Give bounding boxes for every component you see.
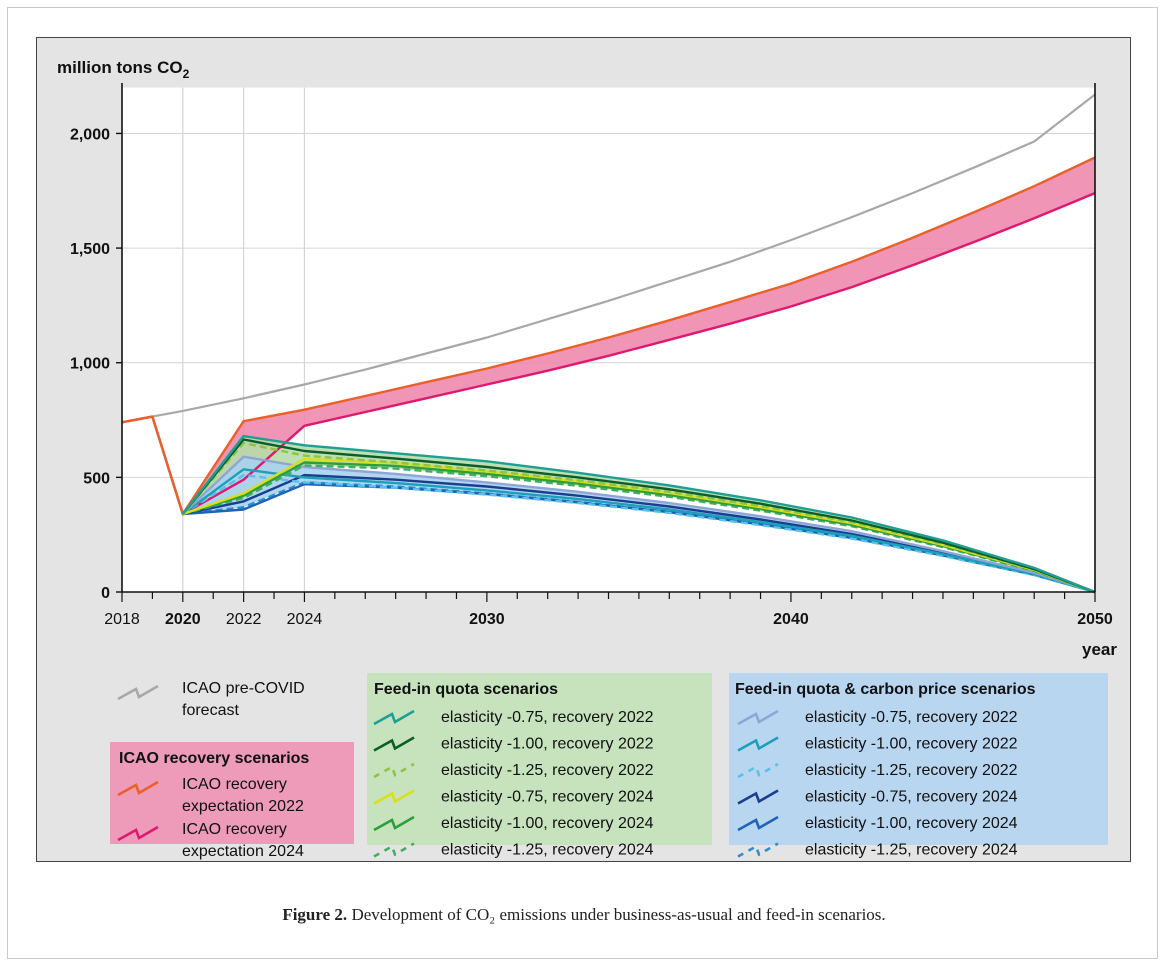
y-tick-label: 0 bbox=[101, 585, 110, 602]
legend-label: forecast bbox=[182, 702, 239, 719]
legend-label: elasticity -0.75, recovery 2024 bbox=[441, 789, 654, 806]
legend-swatch bbox=[117, 780, 159, 797]
legend-swatch bbox=[737, 762, 779, 779]
legend: ICAO pre-COVID forecast ICAO recovery scen… bbox=[110, 673, 1108, 860]
legend-swatch bbox=[737, 789, 779, 805]
x-tick-label: 2040 bbox=[773, 611, 809, 628]
y-tick-label: 1,000 bbox=[70, 356, 110, 373]
legend-label: elasticity -1.25, recovery 2022 bbox=[805, 762, 1018, 779]
legend-label: ICAO pre-COVID bbox=[182, 680, 305, 697]
legend-label: ICAO recovery bbox=[182, 776, 287, 793]
legend-label: elasticity -1.00, recovery 2024 bbox=[441, 815, 654, 832]
series-line-icao2022 bbox=[121, 156, 1096, 516]
x-tick-label: 2020 bbox=[165, 611, 201, 628]
caption-text: Development of CO₂ emissions under busin… bbox=[351, 905, 886, 924]
series-line-cp_100_22 bbox=[182, 468, 1096, 594]
legend-label: ICAO recovery bbox=[182, 821, 287, 838]
y-tick-label: 500 bbox=[83, 470, 110, 487]
legend-group-title: ICAO recovery scenarios bbox=[119, 750, 309, 767]
legend-label: elasticity -0.75, recovery 2024 bbox=[805, 789, 1018, 806]
legend-label: expectation 2022 bbox=[182, 798, 304, 815]
legend-label: elasticity -1.00, recovery 2022 bbox=[805, 736, 1018, 753]
legend-swatch bbox=[373, 842, 415, 858]
legend-swatch bbox=[117, 825, 159, 842]
cp-band bbox=[182, 456, 1096, 592]
series-line-fq_100_22 bbox=[181, 438, 1096, 594]
legend-swatch bbox=[373, 736, 415, 752]
caption-label: Figure 2. bbox=[282, 905, 348, 924]
legend-label: elasticity -1.00, recovery 2022 bbox=[441, 736, 654, 753]
legend-group-icao bbox=[110, 742, 354, 844]
plot-area bbox=[121, 87, 1096, 594]
series-line-fq_075_22 bbox=[181, 434, 1096, 594]
legend-group-carbon-price bbox=[729, 673, 1108, 845]
x-tick-label: 2018 bbox=[104, 611, 140, 628]
legend-label: expectation 2024 bbox=[182, 843, 304, 860]
series-line-precovid bbox=[121, 93, 1096, 424]
legend-swatch bbox=[737, 815, 779, 832]
legend-group-title: Feed-in quota scenarios bbox=[374, 681, 558, 698]
series-line-icao2024 bbox=[121, 191, 1096, 516]
legend-label: elasticity -1.25, recovery 2022 bbox=[441, 762, 654, 779]
x-tick-label: 2050 bbox=[1077, 611, 1113, 628]
legend-label: elasticity -1.25, recovery 2024 bbox=[805, 842, 1018, 859]
legend-swatch bbox=[373, 815, 415, 832]
legend-swatch bbox=[373, 762, 415, 779]
legend-label: elasticity -1.00, recovery 2024 bbox=[805, 815, 1018, 832]
legend-group-title: Feed-in quota & carbon price scenarios bbox=[735, 681, 1036, 698]
legend-group-feedin bbox=[367, 673, 712, 845]
legend-label: elasticity -0.75, recovery 2022 bbox=[805, 709, 1018, 726]
x-tick-label: 2022 bbox=[226, 611, 262, 628]
axes: 0 500 1,000 1,500 2,000 2018 2020 2022 2024 2030 2… bbox=[57, 58, 1117, 659]
legend-swatch bbox=[737, 709, 779, 726]
y-tick-label: 1,500 bbox=[70, 241, 110, 258]
x-tick-label: 2030 bbox=[469, 611, 505, 628]
legend-swatch bbox=[737, 736, 779, 752]
y-axis-title: million tons CO2 bbox=[57, 58, 190, 81]
x-tick-label: 2024 bbox=[287, 611, 323, 628]
legend-swatch bbox=[117, 684, 159, 701]
legend-swatch bbox=[373, 709, 415, 726]
legend-label: elasticity -0.75, recovery 2022 bbox=[441, 709, 654, 726]
y-tick-label: 2,000 bbox=[70, 126, 110, 143]
x-axis-title: year bbox=[1082, 640, 1117, 659]
legend-label: elasticity -1.25, recovery 2024 bbox=[441, 842, 654, 859]
series-line-cp_125_22 bbox=[182, 473, 1096, 594]
figure-caption: Figure 2. Development of CO₂ emissions u… bbox=[0, 905, 1168, 925]
legend-swatch bbox=[373, 789, 415, 805]
legend-swatch bbox=[737, 842, 779, 858]
